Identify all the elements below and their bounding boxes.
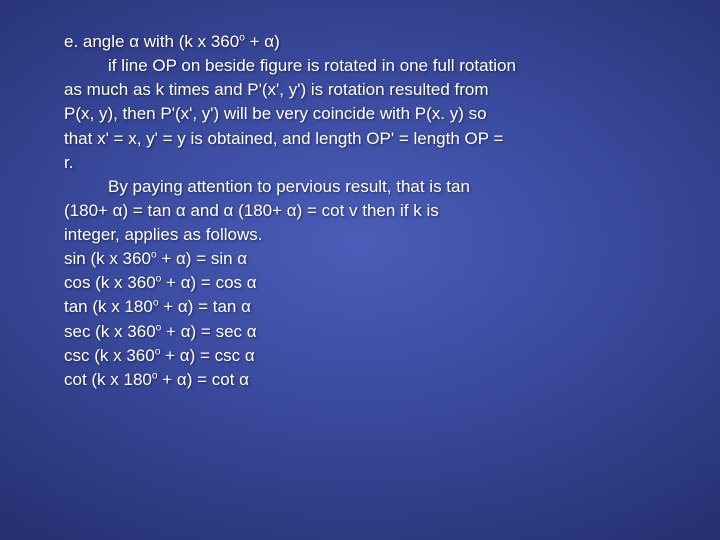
text-line-4: that x' = x, y' = y is obtained, and len… [64, 127, 656, 151]
text-line-2: as much as k times and P'(x', y') is rot… [64, 78, 656, 102]
text-line-11: tan (k x 180o + α) = tan α [64, 295, 656, 319]
text-line-0: e. angle α with (k x 360o + α) [64, 30, 656, 54]
text-line-12: sec (k x 360o + α) = sec α [64, 320, 656, 344]
text-line-3: P(x, y), then P'(x', y') will be very co… [64, 102, 656, 126]
text-line-14: cot (k x 180o + α) = cot α [64, 368, 656, 392]
text-line-9: sin (k x 360o + α) = sin α [64, 247, 656, 271]
text-line-7: (180+ α) = tan α and α (180+ α) = cot v … [64, 199, 656, 223]
text-line-10: cos (k x 360o + α) = cos α [64, 271, 656, 295]
text-line-6: By paying attention to pervious result, … [64, 175, 656, 199]
text-line-5: r. [64, 151, 656, 175]
text-line-13: csc (k x 360o + α) = csc α [64, 344, 656, 368]
text-line-1: if line OP on beside figure is rotated i… [64, 54, 656, 78]
slide-body: e. angle α with (k x 360o + α)if line OP… [64, 30, 656, 392]
text-line-8: integer, applies as follows. [64, 223, 656, 247]
